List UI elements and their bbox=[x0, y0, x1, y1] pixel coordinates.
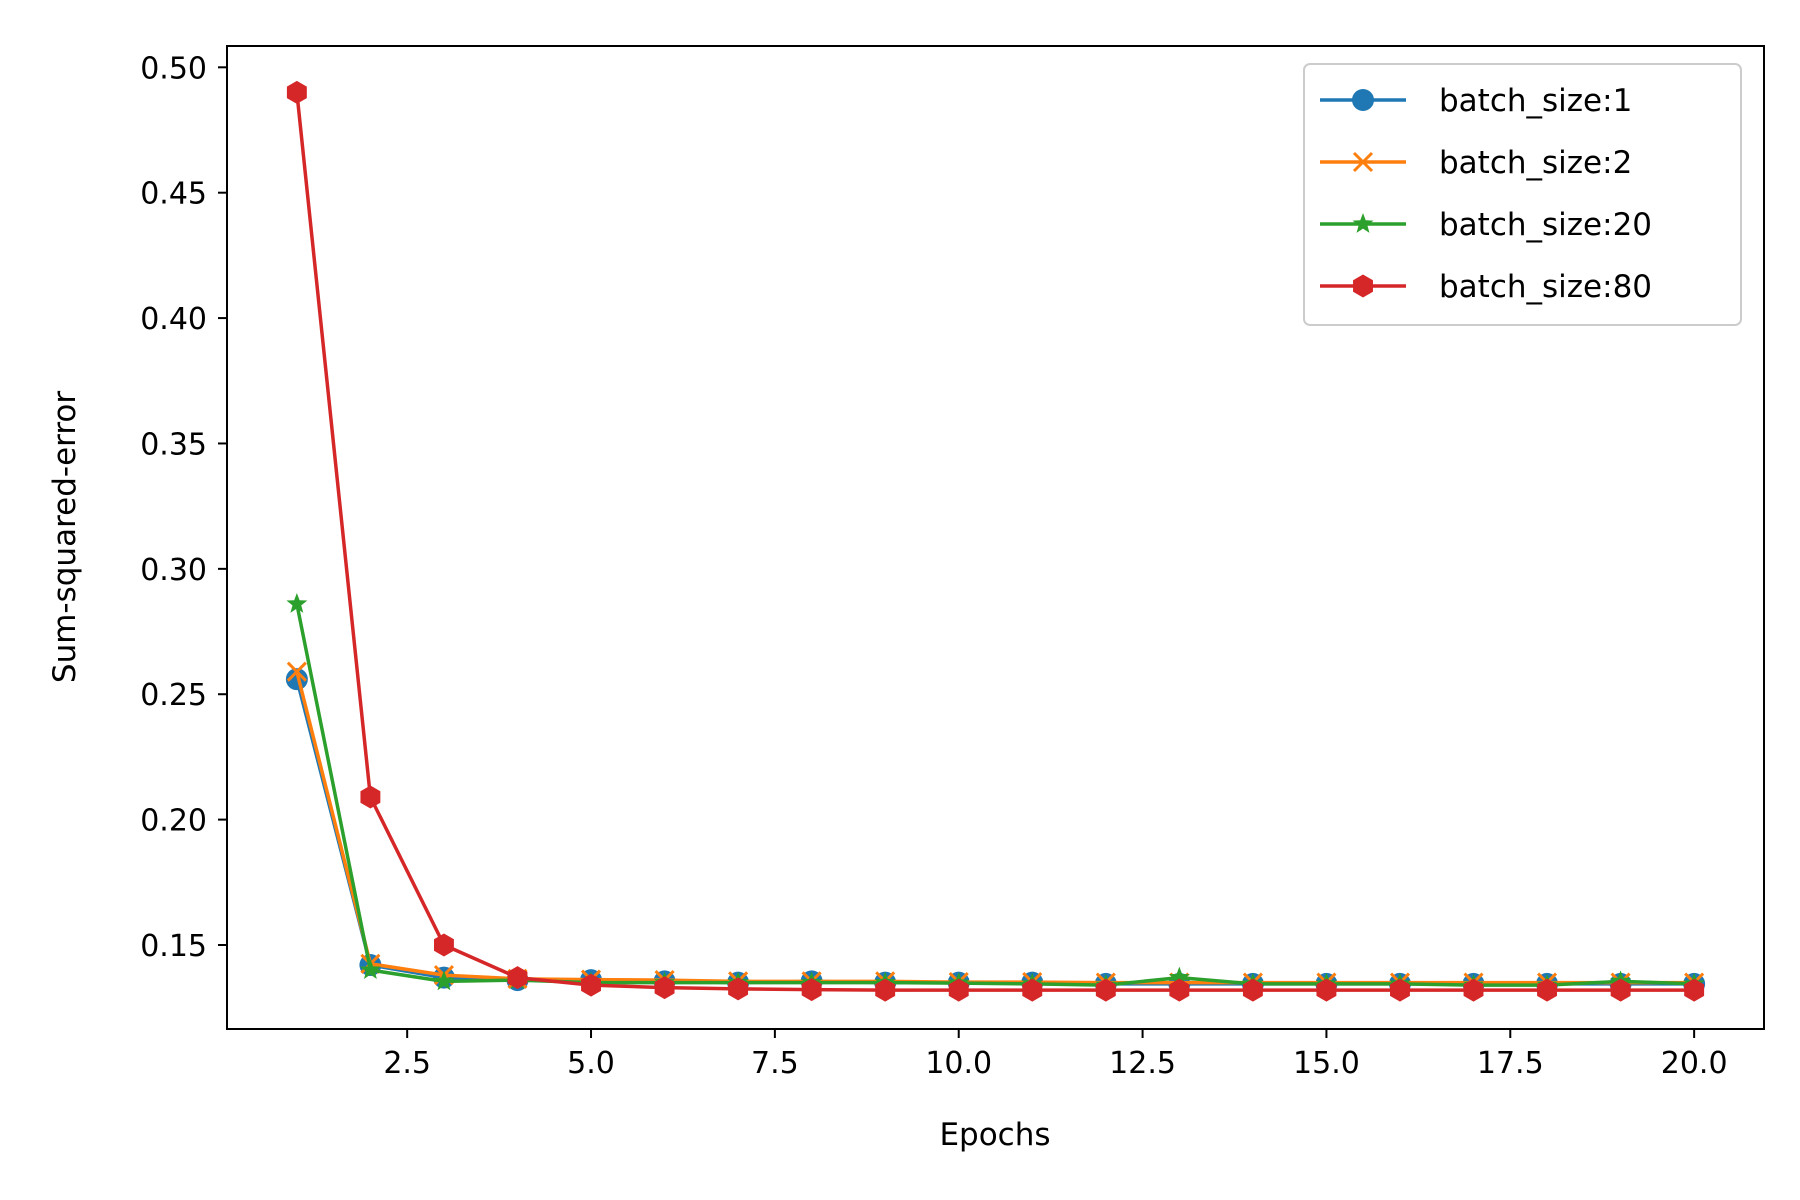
data-point bbox=[286, 661, 307, 682]
legend-entry: batch_size:2 bbox=[1320, 145, 1632, 181]
plot-frame bbox=[226, 45, 1765, 1030]
data-point bbox=[1537, 978, 1558, 1002]
series-3 bbox=[286, 80, 1705, 1002]
data-point bbox=[1610, 978, 1631, 1002]
data-point bbox=[1168, 966, 1190, 987]
legend-label: batch_size:80 bbox=[1439, 269, 1652, 305]
x-tick-label: 17.5 bbox=[1477, 1046, 1544, 1081]
data-point bbox=[360, 785, 381, 809]
series-layer bbox=[285, 80, 1706, 1002]
legend-box bbox=[1303, 63, 1742, 326]
data-point bbox=[1022, 978, 1043, 1002]
data-point bbox=[359, 959, 381, 979]
y-tick-label: 0.30 bbox=[140, 553, 207, 588]
data-point bbox=[1095, 978, 1116, 1002]
data-point bbox=[286, 80, 307, 104]
legend-label: batch_size:2 bbox=[1439, 145, 1632, 181]
y-tick-label: 0.25 bbox=[140, 678, 207, 713]
y-axis-ticks: 0.15 0.20 0.25 0.30 0.35 0.40 0.45 0.50 bbox=[140, 51, 227, 964]
data-point bbox=[1684, 978, 1705, 1002]
data-point bbox=[1316, 978, 1337, 1002]
data-point bbox=[1463, 978, 1484, 1002]
x-axis-label: Epochs bbox=[939, 1117, 1050, 1153]
x-tick-label: 15.0 bbox=[1293, 1046, 1360, 1081]
legend-marker bbox=[1352, 89, 1374, 111]
data-point bbox=[285, 668, 308, 691]
y-tick-label: 0.35 bbox=[140, 427, 207, 462]
data-point bbox=[948, 978, 969, 1002]
y-tick-label: 0.20 bbox=[140, 804, 207, 839]
data-point bbox=[433, 933, 454, 957]
legend: batch_size:1 batch_size:2 batch_size:20bat… bbox=[1303, 63, 1742, 326]
data-point bbox=[1242, 978, 1263, 1002]
legend-label: batch_size:1 bbox=[1439, 83, 1632, 119]
data-point bbox=[1390, 978, 1410, 1002]
data-point bbox=[801, 978, 822, 1002]
data-point bbox=[728, 977, 749, 1001]
legend-marker bbox=[1352, 213, 1374, 233]
y-tick-label: 0.15 bbox=[140, 929, 207, 964]
y-tick-label: 0.45 bbox=[140, 177, 207, 212]
legend-marker bbox=[1352, 151, 1374, 173]
x-tick-label: 5.0 bbox=[567, 1046, 615, 1081]
x-tick-label: 2.5 bbox=[383, 1046, 431, 1081]
legend-label: batch_size:20 bbox=[1439, 207, 1652, 243]
legend-entry: batch_size:20 bbox=[1320, 207, 1652, 243]
data-point bbox=[1169, 978, 1190, 1002]
legend-marker bbox=[1353, 274, 1373, 298]
x-tick-label: 10.0 bbox=[925, 1046, 992, 1081]
data-point bbox=[433, 970, 455, 991]
legend-entry: batch_size:1 bbox=[1320, 83, 1632, 119]
y-tick-label: 0.50 bbox=[140, 51, 207, 86]
data-point bbox=[286, 592, 308, 613]
y-axis-label: Sum-squared-error bbox=[47, 391, 83, 683]
x-tick-label: 12.5 bbox=[1109, 1046, 1176, 1081]
series-line bbox=[295, 92, 1695, 992]
data-point bbox=[654, 976, 675, 1000]
data-point bbox=[875, 978, 896, 1002]
x-tick-label: 20.0 bbox=[1661, 1046, 1728, 1081]
legend-entry: batch_size:80 bbox=[1320, 269, 1652, 305]
x-tick-label: 7.5 bbox=[751, 1046, 799, 1081]
data-point bbox=[581, 973, 601, 997]
y-tick-label: 0.40 bbox=[140, 302, 207, 337]
x-axis-ticks: 2.5 5.0 7.5 10.0 12.5 15.0 17.5 20.0 bbox=[383, 1029, 1728, 1081]
data-point bbox=[507, 966, 528, 990]
